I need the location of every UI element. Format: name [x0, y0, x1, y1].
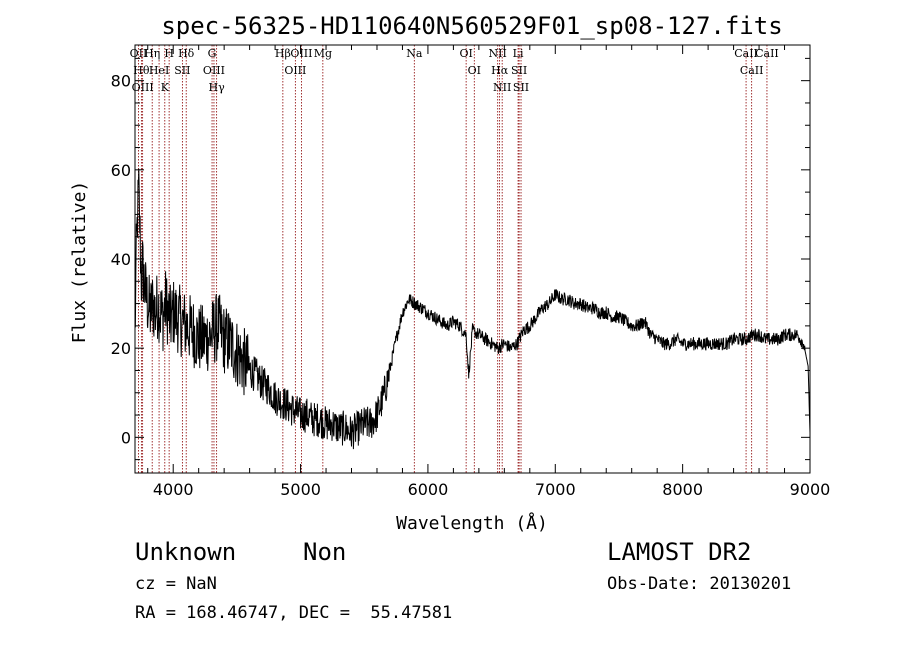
line-label: OII: [130, 47, 148, 60]
line-label: Mg: [314, 47, 332, 60]
x-tick-label: 5000: [280, 480, 321, 499]
line-label: Li: [513, 47, 524, 60]
line-label: OI: [459, 47, 472, 60]
redshift-value: cz = NaN: [135, 574, 217, 594]
x-tick-label: 7000: [535, 480, 576, 499]
chart-title: spec-56325-HD110640N560529F01_sp08-127.f…: [161, 12, 782, 40]
line-label: OIII: [284, 64, 306, 77]
y-axis-label: Flux (relative): [69, 181, 90, 344]
line-label: H: [164, 47, 174, 60]
x-tick-label: 6000: [408, 480, 449, 499]
y-tick-label: 40: [111, 250, 131, 269]
line-label: Hδ: [178, 47, 195, 60]
object-class: Unknown: [135, 538, 237, 566]
line-label: Hθ: [133, 64, 150, 77]
line-label: OI: [468, 64, 481, 77]
spectrum-series-line: [134, 168, 811, 450]
line-label: Na: [406, 47, 423, 60]
y-tick-label: 0: [121, 428, 131, 447]
line-label: Hβ: [275, 47, 291, 60]
y-tick-label: 80: [111, 72, 131, 91]
line-label: K: [161, 81, 170, 94]
line-label: Hη: [144, 47, 160, 60]
line-label: OIII: [290, 47, 312, 60]
x-tick-label: 4000: [153, 480, 194, 499]
line-label: Hα: [491, 64, 509, 77]
line-label: SII: [174, 64, 190, 77]
line-label: CaII: [755, 47, 779, 60]
observation-date: Obs-Date: 20130201: [607, 574, 792, 594]
line-label: CaII: [740, 64, 764, 77]
line-label: CaII: [734, 47, 758, 60]
x-axis: 4000 5000 6000 7000 8000 9000: [147, 45, 831, 499]
line-label: Hγ: [209, 81, 226, 94]
line-label: SII: [511, 64, 527, 77]
line-label: SII: [513, 81, 529, 94]
line-label: NII: [489, 47, 507, 60]
line-label: NII: [493, 81, 511, 94]
line-label: G: [208, 47, 217, 60]
line-label: OIII: [132, 81, 154, 94]
survey-name: LAMOST DR2: [607, 538, 752, 566]
plot-frame: [134, 44, 811, 474]
y-axis: 0 20 40 60 80: [111, 57, 810, 461]
coordinates: RA = 168.46747, DEC = 55.47581: [135, 603, 453, 623]
y-tick-label: 20: [111, 339, 131, 358]
x-tick-label: 8000: [662, 480, 703, 499]
object-subclass: Non: [303, 538, 347, 566]
line-label: HeI: [149, 64, 169, 77]
x-axis-label: Wavelength (Å): [396, 512, 548, 534]
y-tick-label: 60: [111, 161, 131, 180]
line-label: OIII: [203, 64, 225, 77]
x-tick-label: 9000: [790, 480, 831, 499]
emission-line-markers: [138, 45, 768, 473]
